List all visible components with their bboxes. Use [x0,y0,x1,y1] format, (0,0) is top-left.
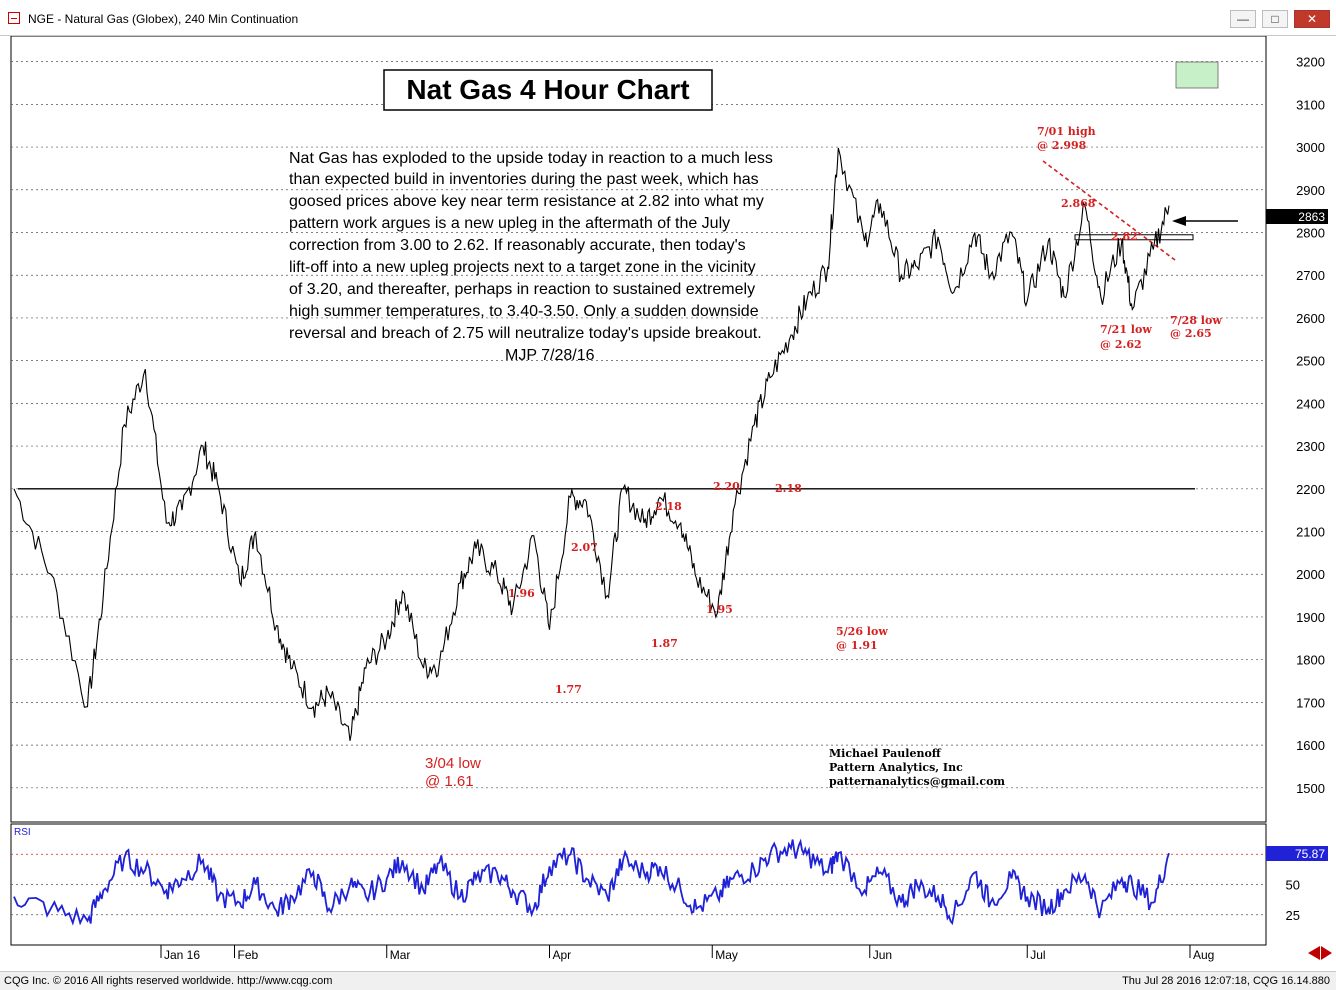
price-tick-label: 1500 [1296,781,1325,796]
breakout-level-bar [1074,234,1194,241]
time-tick-label: Jun [873,948,892,962]
rsi-gridlines: 50 25 [11,853,1300,923]
annotation-label: 2.18 [655,500,682,513]
maximize-button[interactable]: □ [1262,10,1288,28]
price-tick-label: 1900 [1296,610,1325,625]
price-panel[interactable] [10,36,1267,823]
time-axis: Jan 16 Feb Mar Apr May Jun Jul Aug [160,945,1214,962]
annotation-label: 7/01 high [1037,125,1096,138]
price-series-line [13,147,1170,741]
current-rsi-badge [1266,846,1328,861]
price-tick-label: 3000 [1296,140,1325,155]
time-tick-label: Apr [553,948,572,962]
annotation-label: 7/28 low [1170,314,1222,327]
credit-name: Michael Paulenoff [829,747,942,760]
price-tick-label: 1600 [1296,738,1325,753]
price-tick-label: 3100 [1296,97,1325,112]
annotation-label: 3/04 low [425,755,481,772]
price-tick-label: 1700 [1296,695,1325,710]
time-tick-label: Aug [1193,948,1214,962]
annotation-sub: @ 2.65 [1170,327,1212,340]
annotation-label: 7/21 low [1100,323,1152,336]
time-tick-label: Feb [238,948,259,962]
annotation-label: 1.87 [651,637,678,650]
credit-email: patternanalytics@gmail.com [829,775,1005,788]
status-bar: CQG Inc. © 2016 All rights reserved worl… [0,971,1336,990]
annotation-sub: @ 1.91 [836,639,878,652]
commentary-line: reversal and breach of 2.75 will neutral… [289,325,762,342]
annotation-label: 2.868 [1061,197,1096,210]
commentary-line: pattern work argues is a new upleg in th… [289,215,730,232]
annotation-label: 1.96 [508,587,535,600]
close-button[interactable]: ✕ [1294,10,1330,28]
time-tick-label: Jan 16 [164,948,200,962]
copyright-text: CQG Inc. © 2016 All rights reserved worl… [4,975,333,987]
minimize-button[interactable]: — [1230,10,1256,28]
price-tick-label: 2200 [1296,482,1325,497]
price-tick-label: 1800 [1296,653,1325,668]
time-tick-label: Mar [390,948,411,962]
commentary: Nat Gas has exploded to the upside today… [289,150,773,364]
window-titlebar: NGE - Natural Gas (Globex), 240 Min Cont… [0,0,1336,36]
app-icon [8,12,20,24]
credit-company: Pattern Analytics, Inc [829,761,963,774]
rsi-series-line [13,838,1170,926]
commentary-line: lift-off into a new upleg projects next … [289,259,756,276]
commentary-line: Nat Gas has exploded to the upside today… [289,150,773,167]
annotation-label: 5/26 low [836,625,888,638]
annotation-label: 2.82 [1111,230,1138,243]
price-tick-label: 2100 [1296,525,1325,540]
price-tick-label: 2900 [1296,183,1325,198]
rsi-label: RSI [14,827,31,838]
price-tick-label: 3200 [1296,55,1325,70]
signature: MJP 7/28/16 [505,347,595,364]
chart-title: Nat Gas 4 Hour Chart [406,74,689,105]
price-chart[interactable]: 3200 3100 3000 2900 2800 2700 2600 2500 2400 2300… [0,36,1336,971]
commentary-line: than expected build in inventories durin… [289,171,759,188]
annotation-label: 1.77 [555,683,582,696]
arrow-head-icon [1172,216,1186,226]
annotation-label: 2.20 [713,480,740,493]
window-title: NGE - Natural Gas (Globex), 240 Min Cont… [28,12,299,26]
annotation-sub: @ 1.61 [425,773,474,790]
scroll-left-icon[interactable] [1308,946,1320,960]
price-tick-label: 2600 [1296,311,1325,326]
time-tick-label: May [715,948,738,962]
annotation-label: 2.18 [775,482,802,495]
rsi-tick-label: 50 [1286,878,1300,893]
annotation-sub: @ 2.62 [1100,338,1142,351]
timestamp-text: Thu Jul 28 2016 12:07:18, CQG 16.14.880 [1122,975,1330,987]
commentary-line: of 3.20, and thereafter, perhaps in reac… [289,281,755,298]
commentary-line: high summer temperatures, to 3.40-3.50. … [289,303,759,320]
price-tick-label: 2700 [1296,268,1325,283]
price-tick-label: 2400 [1296,396,1325,411]
scroll-right-icon[interactable] [1321,946,1332,960]
price-tick-label: 2500 [1296,354,1325,369]
price-tick-label: 2300 [1296,439,1325,454]
time-tick-label: Jul [1030,948,1045,962]
price-tick-label: 2000 [1296,567,1325,582]
annotation-sub: @ 2.998 [1037,139,1087,152]
chart-title-box [383,69,713,111]
current-rsi-value: 75.87 [1295,847,1325,861]
current-price-value: 2863 [1298,210,1325,224]
commentary-line: correction from 3.00 to 2.62. If reasona… [289,237,746,254]
annotation-label: 2.07 [571,541,598,554]
price-axis: 3200 3100 3000 2900 2800 2700 2600 2500 2400 2300… [1296,55,1325,796]
annotation-label: 1.95 [706,603,733,616]
target-zone-box [1175,61,1219,89]
rsi-tick-label: 25 [1286,908,1300,923]
price-tick-label: 2800 [1296,226,1325,241]
commentary-line: goosed prices above key near term resist… [289,193,764,210]
current-price-badge [1266,209,1328,224]
